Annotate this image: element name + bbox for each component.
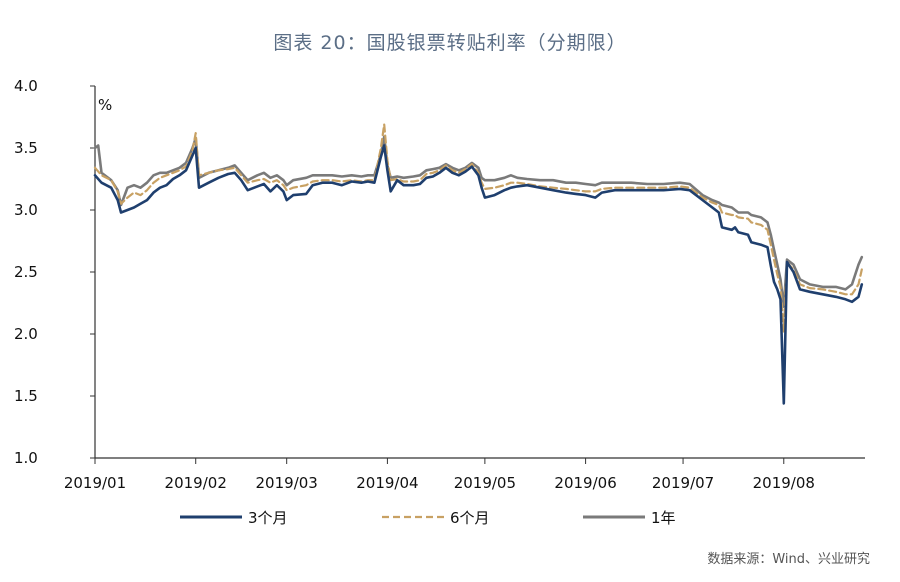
series-line-3m [93,144,864,405]
series-line-6m [93,123,863,333]
chart-title: 图表 20：国股银票转贴利率（分期限） [273,32,627,54]
y-tick-label: 1.5 [14,387,38,405]
legend-label: 1年 [651,509,676,527]
series-lines [93,123,864,405]
y-tick-label: 2.5 [14,263,38,281]
legend-label: 3个月 [248,509,288,527]
y-tick-label: 3.5 [14,139,38,157]
data-source-note: 数据来源：Wind、兴业研究 [707,552,870,567]
x-tick-label: 2019/03 [256,474,318,492]
x-tick-label: 2019/01 [64,474,126,492]
legend-label: 6个月 [450,509,490,527]
y-tick-label: 3.0 [14,201,38,219]
x-tick-label: 2019/02 [165,474,227,492]
y-axis-unit-label: % [98,96,112,114]
x-tick-label: 2019/05 [454,474,516,492]
x-tick-label: 2019/08 [753,474,815,492]
x-tick-label: 2019/04 [356,474,418,492]
y-tick-label: 4.0 [14,77,38,95]
y-tick-label: 1.0 [14,449,38,467]
x-tick-label: 2019/06 [554,474,616,492]
y-tick-label: 2.0 [14,325,38,343]
axes: 4.0 3.5 3.0 2.5 2.0 1.5 1.0% 2019/01 2019/02 2019… [14,77,865,492]
x-tick-label: 2019/07 [652,474,714,492]
legend: 3个月 6个月 1年 [180,509,676,527]
series-line-1y [93,135,864,308]
